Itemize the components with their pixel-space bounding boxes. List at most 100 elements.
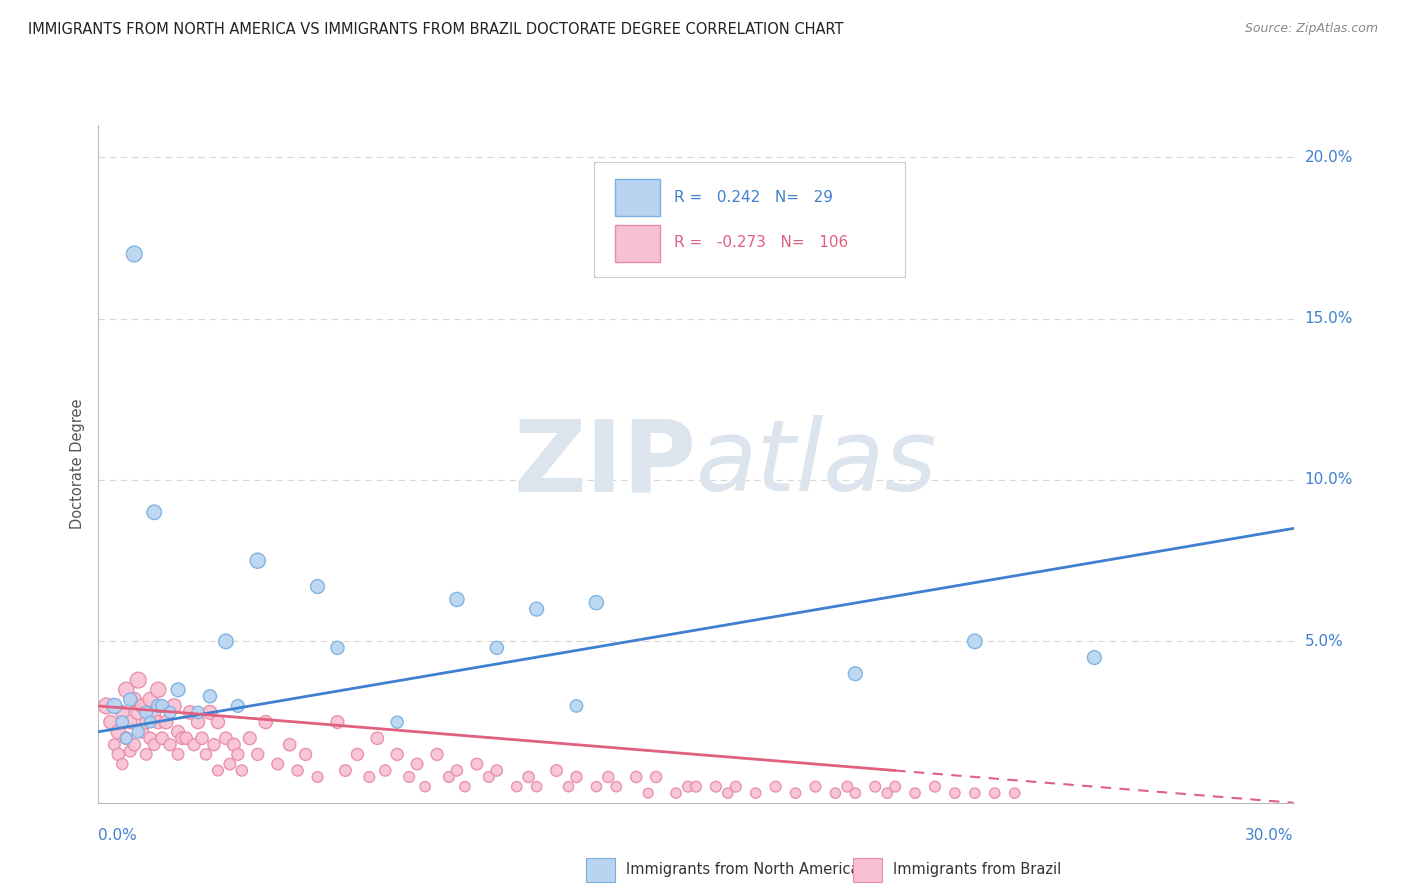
- Point: [844, 786, 866, 800]
- Point: [406, 757, 429, 772]
- Point: [139, 731, 162, 746]
- Text: 5.0%: 5.0%: [1305, 634, 1343, 648]
- FancyBboxPatch shape: [614, 225, 661, 262]
- Point: [307, 770, 329, 784]
- Point: [127, 673, 149, 687]
- Point: [426, 747, 449, 762]
- Point: [198, 690, 221, 704]
- Point: [167, 724, 190, 739]
- Point: [103, 698, 125, 713]
- Point: [202, 738, 225, 752]
- Point: [413, 780, 436, 794]
- Point: [598, 770, 620, 784]
- Point: [139, 692, 162, 706]
- Point: [172, 731, 194, 746]
- Point: [359, 770, 381, 784]
- Point: [963, 634, 986, 648]
- Point: [226, 747, 249, 762]
- Point: [219, 757, 242, 772]
- Point: [246, 554, 269, 568]
- Point: [624, 770, 647, 784]
- Point: [446, 764, 468, 778]
- Text: Immigrants from North America: Immigrants from North America: [626, 863, 859, 877]
- Point: [884, 780, 907, 794]
- Point: [239, 731, 262, 746]
- Point: [983, 786, 1005, 800]
- Text: R =   0.242   N=   29: R = 0.242 N= 29: [675, 190, 834, 205]
- Point: [120, 715, 142, 730]
- Point: [127, 706, 149, 720]
- Point: [307, 580, 329, 594]
- Point: [278, 738, 301, 752]
- Point: [215, 731, 238, 746]
- Point: [187, 706, 209, 720]
- Point: [924, 780, 946, 794]
- Point: [346, 747, 368, 762]
- Point: [159, 706, 181, 720]
- Point: [231, 764, 253, 778]
- Point: [167, 682, 190, 697]
- Point: [155, 715, 177, 730]
- Point: [506, 780, 529, 794]
- Point: [163, 698, 186, 713]
- Point: [904, 786, 927, 800]
- Point: [107, 724, 129, 739]
- Point: [446, 592, 468, 607]
- Point: [485, 640, 508, 655]
- Text: 30.0%: 30.0%: [1246, 828, 1294, 843]
- Point: [385, 747, 409, 762]
- Point: [1083, 650, 1105, 665]
- Point: [194, 747, 218, 762]
- Point: [150, 698, 173, 713]
- Point: [335, 764, 357, 778]
- Text: Immigrants from Brazil: Immigrants from Brazil: [893, 863, 1062, 877]
- Point: [526, 602, 548, 616]
- Point: [222, 738, 245, 752]
- Point: [183, 738, 205, 752]
- Point: [645, 770, 668, 784]
- Point: [1004, 786, 1026, 800]
- Point: [465, 757, 488, 772]
- Point: [115, 682, 138, 697]
- Point: [863, 780, 886, 794]
- Point: [294, 747, 316, 762]
- Point: [605, 780, 627, 794]
- Point: [143, 738, 166, 752]
- Point: [785, 786, 807, 800]
- Point: [159, 738, 181, 752]
- Point: [207, 715, 229, 730]
- Point: [127, 724, 149, 739]
- Point: [326, 715, 349, 730]
- Point: [557, 780, 579, 794]
- Point: [148, 698, 170, 713]
- Point: [254, 715, 277, 730]
- Point: [565, 698, 588, 713]
- FancyBboxPatch shape: [595, 162, 905, 277]
- Point: [704, 780, 727, 794]
- Text: IMMIGRANTS FROM NORTH AMERICA VS IMMIGRANTS FROM BRAZIL DOCTORATE DEGREE CORRELA: IMMIGRANTS FROM NORTH AMERICA VS IMMIGRA…: [28, 22, 844, 37]
- Text: atlas: atlas: [696, 416, 938, 512]
- Point: [804, 780, 827, 794]
- Point: [287, 764, 309, 778]
- Point: [124, 738, 146, 752]
- Point: [837, 780, 859, 794]
- Point: [174, 731, 197, 746]
- Point: [517, 770, 540, 784]
- Point: [685, 780, 707, 794]
- Point: [124, 247, 146, 261]
- Point: [98, 715, 122, 730]
- Text: ZIP: ZIP: [513, 416, 696, 512]
- Point: [187, 715, 209, 730]
- Point: [585, 596, 607, 610]
- Text: 10.0%: 10.0%: [1305, 473, 1353, 488]
- Point: [437, 770, 460, 784]
- Point: [765, 780, 787, 794]
- Point: [374, 764, 396, 778]
- Point: [148, 682, 170, 697]
- Point: [215, 634, 238, 648]
- Point: [207, 764, 229, 778]
- Point: [111, 757, 134, 772]
- Point: [131, 724, 153, 739]
- Text: 20.0%: 20.0%: [1305, 150, 1353, 165]
- Point: [120, 692, 142, 706]
